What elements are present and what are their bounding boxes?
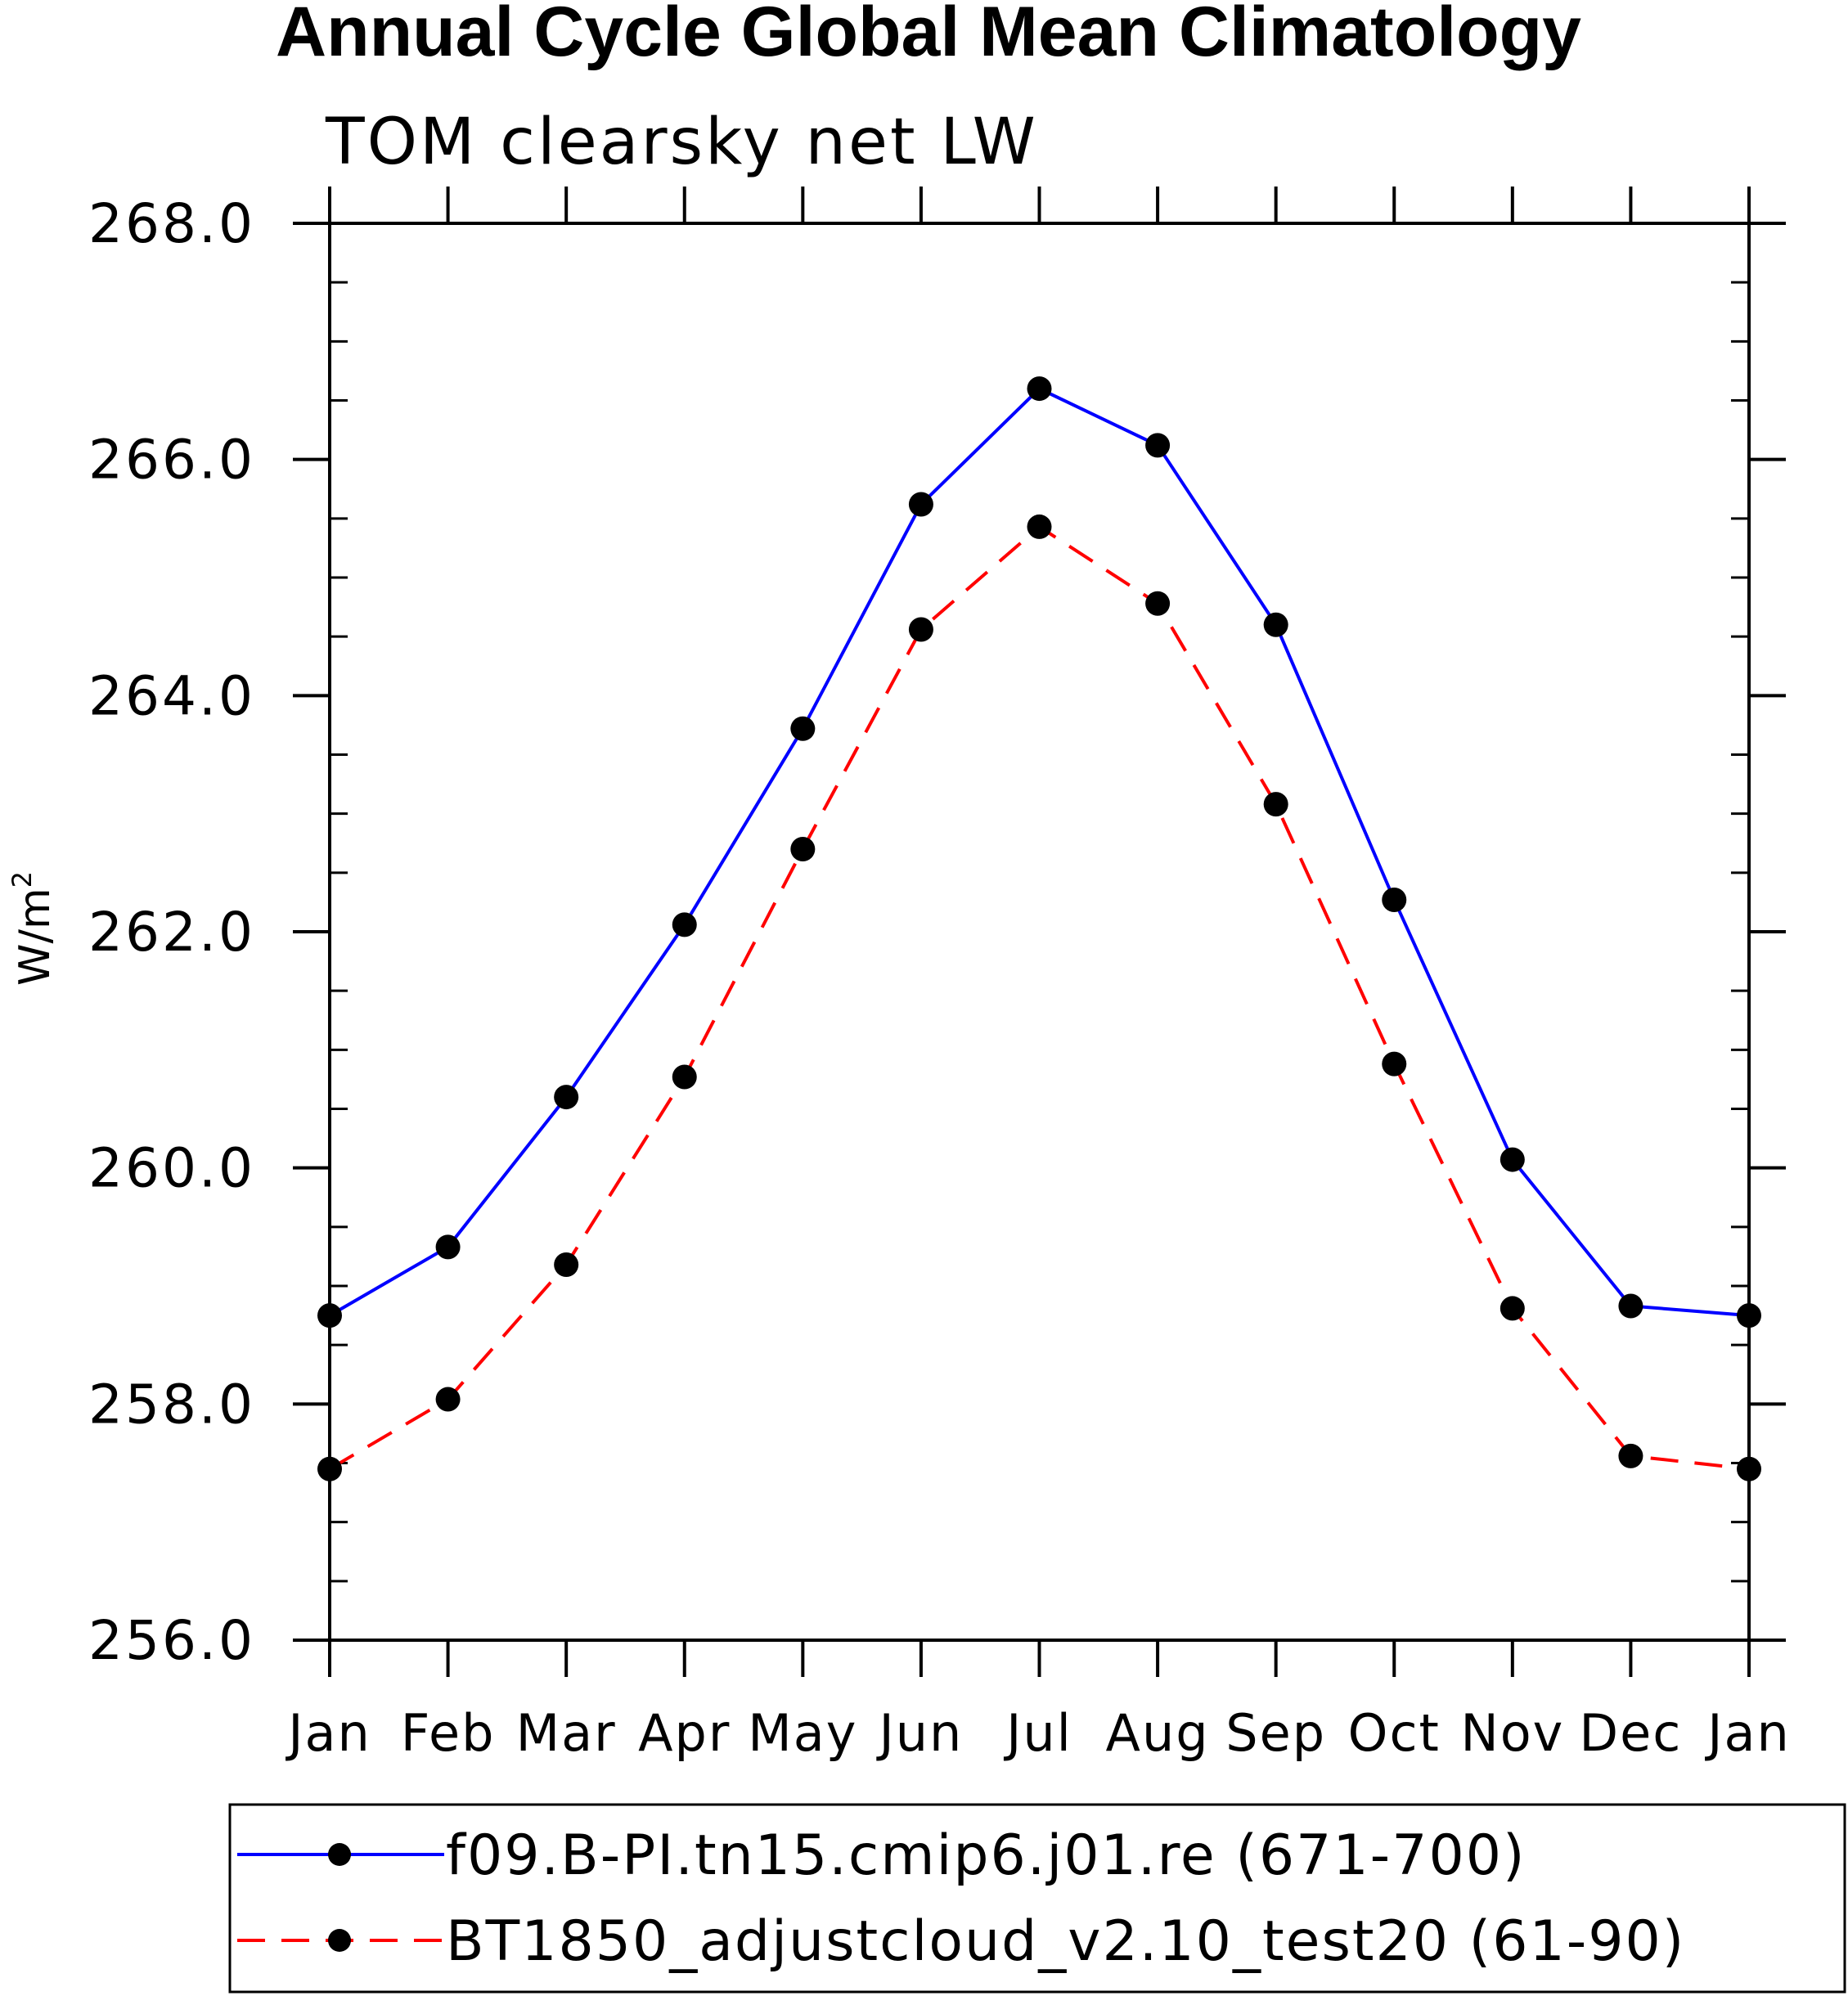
series-1-point [1618,1293,1643,1319]
series-2-point [1145,591,1171,616]
series-2-point [908,617,933,642]
legend-label-series-1: f09.B-PI.tn15.cmip6.j01.re (671-700) [446,1823,1527,1888]
series-1-point [1027,376,1052,402]
legend-label-series-2: BT1850_adjustcloud_v2.10_test20 (61-90) [446,1909,1685,1974]
y-tick-label: 266.0 [88,429,255,492]
y-tick-labels: 256.0 258.0 260.0 262.0 264.0 266.0 268.0 [88,192,255,1672]
series-2-point [554,1252,579,1278]
legend-box [228,1803,1846,1994]
x-tick-label: Mar [516,1703,617,1763]
x-tick-label: Oct [1348,1703,1441,1763]
x-tick-label: Nov [1460,1703,1564,1763]
y-tick-label: 268.0 [88,192,255,255]
y-axis-label: W/m2 [7,871,60,986]
legend-marker-series-2 [328,1929,351,1952]
series-2-point [1027,514,1052,539]
series-2-line [328,524,1750,1471]
series-2-point [317,1456,342,1481]
series-1-point [1737,1303,1761,1328]
y-tick-label: 260.0 [88,1137,255,1200]
legend-marker-series-1 [328,1843,351,1866]
y-tick-label: 256.0 [88,1609,255,1672]
series-2-point [1737,1456,1761,1481]
x-tick-label: Jun [875,1703,963,1763]
series-2-point [672,1064,697,1090]
series-1-point [554,1085,579,1110]
series-1-point [1145,433,1171,458]
series-1-point [317,1303,342,1328]
x-tick-label: Apr [638,1703,731,1763]
series-2-point [435,1387,461,1412]
data-series [317,376,1761,1481]
y-tick-label: 262.0 [88,901,255,964]
x-tick-label: Jan [1704,1703,1791,1763]
chart-title: Annual Cycle Global Mean Climatology [276,0,1581,71]
x-tick-label: Sep [1225,1703,1326,1763]
x-tick-label: May [748,1703,857,1763]
series-1-point [908,492,933,517]
series-2-point [1618,1443,1643,1468]
x-tick-label: Jan [285,1703,371,1763]
series-1-point [1382,888,1407,913]
series-1-point [672,912,697,937]
x-tick-label: Jul [1003,1703,1072,1763]
series-1-point [435,1234,461,1260]
y-tick-label: 264.0 [88,664,255,727]
plot-area-frame [328,222,1751,1642]
series-2-point [1500,1296,1525,1321]
series-2-point [790,836,816,861]
x-tick-label: Aug [1106,1703,1210,1763]
x-tick-labels: Jan Feb Mar Apr May Jun Jul Aug Sep Oct Nov Dec Jan [285,1703,1791,1763]
legend: f09.B-PI.tn15.cmip6.j01.re (671-700) BT1… [228,1803,1846,1994]
series-1-point [790,716,816,741]
chart-subtitle: TOM clearsky net LW [325,106,1038,179]
series-2-point [1382,1051,1407,1077]
series-1-point [1500,1147,1525,1172]
y-tick-label: 258.0 [88,1373,255,1436]
axis-ticks [293,187,1786,1677]
x-tick-label: Dec [1579,1703,1682,1763]
series-1-point [1263,612,1288,637]
x-tick-label: Feb [401,1703,496,1763]
series-2-point [1263,792,1288,817]
